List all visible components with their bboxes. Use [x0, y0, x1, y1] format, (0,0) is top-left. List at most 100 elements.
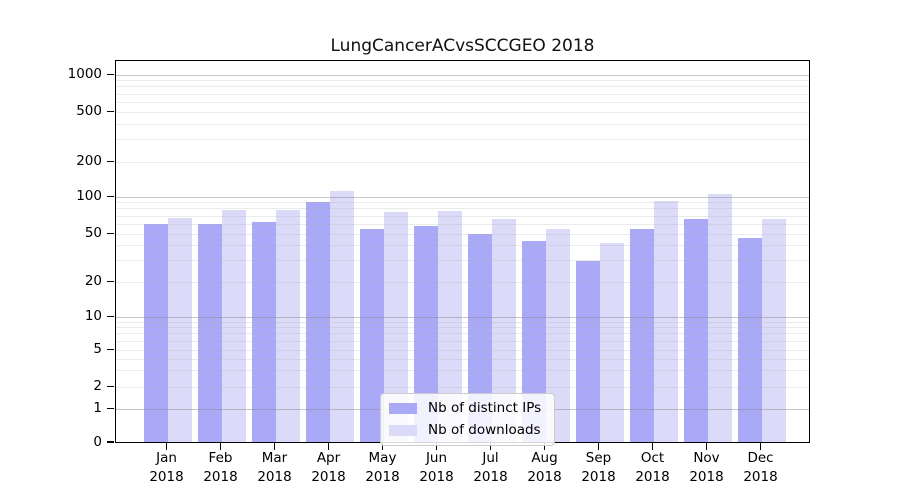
bar-distinct-ips: [359, 228, 384, 442]
gridline: [116, 370, 809, 372]
legend-swatch-distinct-ips: [389, 402, 417, 414]
gridline: [116, 202, 809, 204]
x-tick: [165, 443, 168, 450]
gridline: [116, 161, 809, 163]
x-tick-label: Apr 2018: [311, 450, 346, 485]
y-tick: [107, 110, 114, 112]
y-tick: [107, 280, 114, 282]
x-tick: [273, 443, 276, 450]
bar-distinct-ips: [251, 221, 276, 442]
x-tick-label: Mar 2018: [257, 450, 292, 485]
gridline: [116, 208, 809, 210]
bar-distinct-ips: [305, 202, 330, 442]
x-tick: [543, 443, 546, 450]
x-tick-label: Nov 2018: [689, 450, 724, 485]
gridline: [116, 316, 809, 318]
gridline: [116, 358, 809, 360]
y-tick-label: 1000: [67, 66, 102, 82]
x-tick-label: Jul 2018: [473, 450, 508, 485]
gridline: [116, 223, 809, 225]
gridline: [116, 260, 809, 262]
gridline: [116, 215, 809, 217]
gridline: [116, 333, 809, 335]
y-tick: [107, 232, 114, 234]
gridline: [116, 123, 809, 125]
gridline: [116, 340, 809, 342]
chart-title: LungCancerACvsSCCGEO 2018: [330, 36, 595, 56]
gridline: [116, 281, 809, 283]
y-tick-label: 200: [76, 153, 102, 169]
bar-downloads: [167, 217, 192, 442]
x-tick: [219, 443, 222, 450]
gridline: [116, 349, 809, 351]
x-tick-label: Aug 2018: [527, 450, 562, 485]
x-tick: [759, 443, 762, 450]
bar-distinct-ips: [143, 224, 168, 442]
gridline: [116, 139, 809, 141]
gridline: [116, 80, 809, 82]
y-tick: [107, 73, 114, 75]
bar-downloads: [761, 219, 786, 442]
gridline: [116, 327, 809, 329]
gridline: [116, 233, 809, 235]
bar-downloads: [275, 210, 300, 442]
y-tick: [107, 160, 114, 162]
x-tick-label: Jun 2018: [419, 450, 454, 485]
y-tick-label: 50: [84, 225, 102, 241]
bar-downloads: [653, 200, 678, 442]
bar-distinct-ips: [197, 224, 222, 442]
x-tick: [705, 443, 708, 450]
y-tick: [107, 441, 114, 443]
y-tick-label: 1: [93, 400, 102, 416]
x-tick-label: Jan 2018: [149, 450, 184, 485]
legend: Nb of distinct IPs Nb of downloads: [380, 393, 555, 446]
legend-item-distinct-ips: Nb of distinct IPs: [389, 400, 546, 416]
x-tick-label: Oct 2018: [635, 450, 670, 485]
bar-distinct-ips: [737, 238, 762, 442]
bar-downloads: [707, 194, 732, 442]
x-tick-label: Dec 2018: [743, 450, 778, 485]
gridline: [116, 386, 809, 388]
bar-distinct-ips: [575, 260, 600, 442]
x-tick-label: Feb 2018: [203, 450, 238, 485]
gridline: [116, 321, 809, 323]
x-tick: [381, 443, 384, 450]
y-tick-label: 100: [76, 188, 102, 204]
bar-distinct-ips: [629, 228, 654, 442]
y-tick: [107, 407, 114, 409]
bar-downloads: [599, 243, 624, 442]
gridline: [116, 101, 809, 103]
y-tick: [107, 348, 114, 350]
y-tick: [107, 195, 114, 197]
x-tick: [489, 443, 492, 450]
gridline: [116, 86, 809, 88]
y-tick-label: 500: [76, 103, 102, 119]
gridline: [116, 93, 809, 95]
y-tick: [107, 315, 114, 317]
gridline: [116, 196, 809, 198]
gridline: [116, 74, 809, 76]
x-tick: [651, 443, 654, 450]
y-tick-label: 0: [93, 433, 102, 450]
x-tick: [327, 443, 330, 450]
y-tick-label: 2: [93, 378, 102, 394]
y-tick: [107, 385, 114, 387]
y-tick-label: 20: [84, 273, 102, 289]
legend-swatch-downloads: [389, 424, 417, 436]
y-tick-label: 5: [93, 341, 102, 357]
bar-downloads: [329, 191, 354, 442]
x-tick-label: May 2018: [365, 450, 400, 485]
x-tick: [597, 443, 600, 450]
gridline: [116, 245, 809, 247]
legend-label-distinct-ips: Nb of distinct IPs: [428, 400, 542, 416]
bar-downloads: [221, 210, 246, 442]
grid-layer: [116, 61, 809, 442]
legend-label-downloads: Nb of downloads: [428, 422, 541, 438]
legend-item-downloads: Nb of downloads: [389, 422, 546, 438]
x-tick: [435, 443, 438, 450]
plot-area: Nb of distinct IPs Nb of downloads: [115, 60, 810, 446]
y-tick-label: 10: [84, 308, 102, 324]
gridline: [116, 111, 809, 113]
x-tick-label: Sep 2018: [581, 450, 616, 485]
